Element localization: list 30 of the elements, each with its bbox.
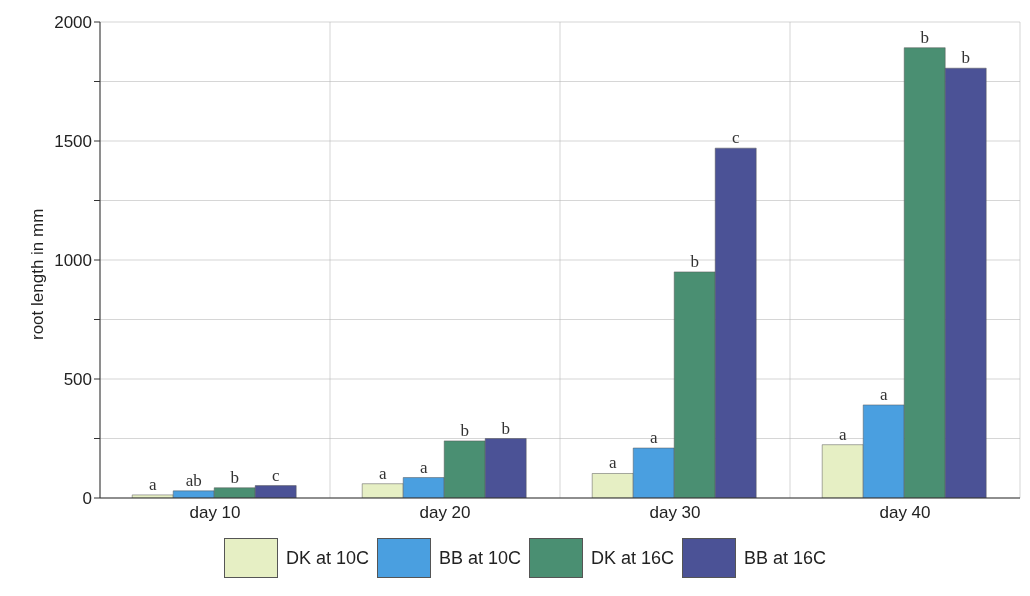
y-tick-label: 500: [63, 370, 92, 390]
data-label: c: [271, 465, 280, 485]
legend-label: BB at 10C: [438, 547, 521, 569]
data-label: b: [920, 27, 929, 47]
y-tick-label: 1000: [54, 251, 92, 271]
y-tick-label: 2000: [54, 13, 92, 33]
legend-label: DK at 16C: [591, 547, 675, 569]
y-tick-label: 0: [82, 489, 92, 509]
y-axis-title: root length in mm: [28, 208, 48, 340]
data-label: ab: [185, 470, 202, 490]
x-tick-label: day 10: [189, 503, 241, 523]
x-tick-label: day 20: [419, 503, 471, 523]
legend-label: BB at 16C: [744, 547, 827, 569]
data-label: b: [501, 418, 510, 438]
data-label: a: [378, 463, 387, 483]
data-label: c: [731, 128, 740, 148]
data-label: a: [148, 474, 157, 494]
data-label: b: [230, 467, 239, 487]
data-label: b: [690, 251, 699, 271]
data-label: a: [419, 457, 428, 477]
y-tick-label: 1500: [54, 132, 92, 152]
data-label: a: [649, 428, 658, 448]
data-label: a: [838, 424, 847, 444]
data-label: a: [608, 453, 617, 473]
x-tick-label: day 30: [649, 503, 701, 523]
data-label: b: [460, 420, 469, 440]
data-label: b: [961, 48, 970, 68]
data-label: a: [879, 384, 888, 404]
legend-label: DK at 10C: [285, 547, 369, 569]
x-tick-label: day 40: [879, 503, 931, 523]
